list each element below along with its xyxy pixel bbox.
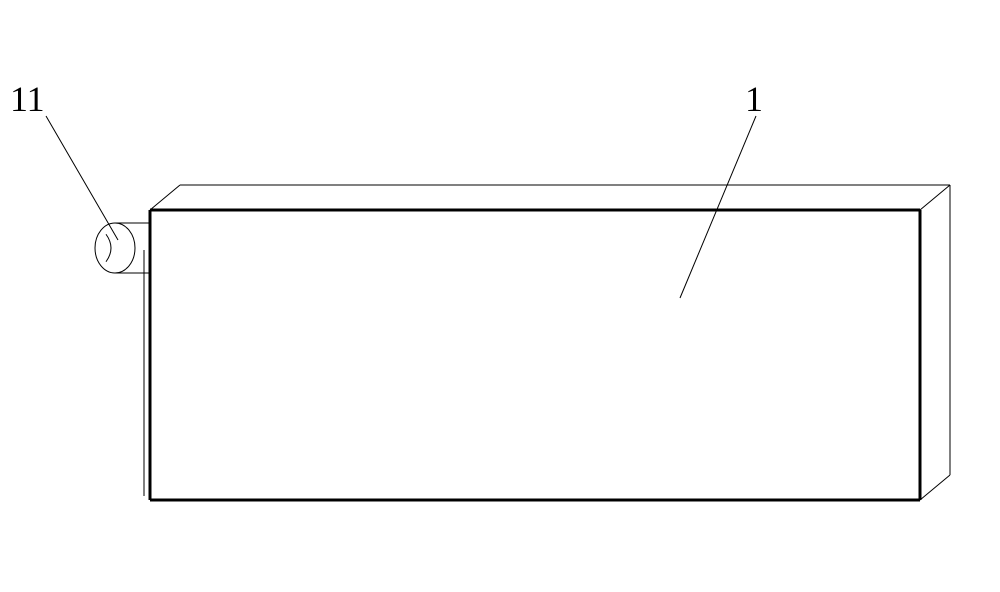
callout-label-11: 11: [10, 78, 45, 120]
diagram-canvas: 11 1: [0, 0, 1000, 592]
callout-label-1: 1: [745, 78, 763, 120]
technical-drawing: [0, 0, 1000, 592]
